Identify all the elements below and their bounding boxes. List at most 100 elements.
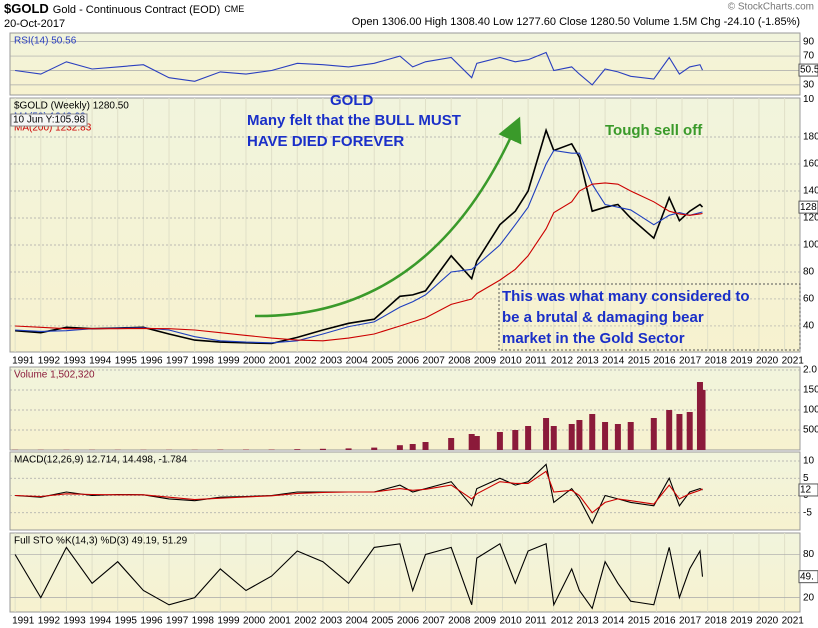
x-tick-label: 2001 — [269, 616, 292, 627]
x-tick-label: 2009 — [474, 356, 497, 367]
copyright: © StockCharts.com — [728, 2, 814, 13]
x-tick-label: 2021 — [782, 356, 805, 367]
x-tick-label: 1993 — [63, 356, 86, 367]
x-tick-label: 2005 — [371, 616, 394, 627]
panel — [9, 451, 801, 531]
x-tick-label: 1995 — [115, 616, 138, 627]
y-tick-label: 500 — [803, 425, 818, 436]
y-tick-label: 180 — [803, 132, 818, 143]
x-tick-label: 1999 — [217, 616, 240, 627]
x-tick-label: 2016 — [653, 356, 676, 367]
y-tick-label: 10 — [803, 456, 815, 467]
legend-entry: MA(200) 1232.83 — [14, 123, 92, 134]
series-line — [15, 182, 703, 342]
x-tick-label: 2013 — [576, 616, 599, 627]
current-value-label: 12 — [800, 485, 812, 496]
volume-bar — [473, 436, 480, 450]
x-tick-label: 1993 — [63, 616, 86, 627]
volume-bar — [589, 414, 596, 450]
x-tick-label: 2020 — [756, 616, 779, 627]
x-tick-label: 1998 — [192, 616, 215, 627]
volume-bar — [345, 448, 352, 450]
x-tick-label: 2014 — [602, 356, 625, 367]
x-tick-label: 2011 — [525, 356, 547, 367]
x-tick-label: 2017 — [679, 356, 702, 367]
x-tick-label: 2021 — [782, 616, 805, 627]
current-value-box — [798, 570, 818, 584]
volume-bar — [422, 442, 429, 450]
x-tick-label: 1992 — [38, 356, 61, 367]
y-tick-label: 140 — [803, 186, 818, 197]
x-tick-label: 1995 — [115, 356, 138, 367]
x-tick-label: 2001 — [269, 356, 292, 367]
y-tick-label: 2.0 — [803, 365, 817, 376]
y-tick-label: 40 — [803, 321, 815, 332]
volume-bar — [666, 410, 673, 450]
series-line — [14, 542, 704, 610]
current-value-label: 49. — [800, 571, 814, 582]
x-tick-label: 1996 — [140, 616, 163, 627]
x-tick-label: 2000 — [243, 616, 266, 627]
panel — [9, 32, 801, 96]
volume-bar — [568, 424, 575, 450]
legend-entry: RSI(14) 50.56 — [14, 36, 77, 47]
volume-bar — [627, 422, 634, 450]
legend-entry: Volume 1,502,320 — [14, 370, 95, 381]
x-tick-label: 2018 — [705, 356, 728, 367]
x-tick-label: 2004 — [346, 616, 369, 627]
volume-bar — [699, 389, 706, 450]
y-tick-label: 10 — [803, 94, 815, 105]
y-tick-label: 90 — [803, 36, 815, 47]
x-tick-label: 2004 — [346, 356, 369, 367]
y-tick-label: 160 — [803, 159, 818, 170]
volume-bar — [602, 422, 609, 450]
crosshair-box — [10, 113, 88, 127]
x-tick-label: 2013 — [576, 356, 599, 367]
quote: Open 1306.00 High 1308.40 Low 1277.60 Cl… — [352, 16, 800, 28]
volume-bar — [525, 426, 532, 450]
x-tick-label: 2000 — [243, 356, 266, 367]
y-tick-label: 100 — [803, 240, 818, 251]
current-value-box — [798, 483, 818, 497]
legend-entry: $GOLD (Weekly) 1280.50 — [14, 101, 129, 112]
volume-bar — [512, 430, 519, 450]
y-tick-label: 5 — [803, 473, 809, 484]
x-tick-label: 2011 — [525, 616, 547, 627]
current-value-label: 128 — [800, 202, 817, 213]
annotation: This was what many considered to — [502, 288, 750, 305]
y-tick-label: 70 — [803, 51, 815, 62]
x-tick-label: 1991 — [12, 616, 35, 627]
x-tick-label: 2008 — [448, 356, 471, 367]
y-tick-label: 120 — [803, 213, 818, 224]
volume-bar — [650, 418, 657, 450]
x-tick-label: 2002 — [294, 616, 317, 627]
x-tick-label: 2015 — [628, 616, 651, 627]
annotation: Tough sell off — [605, 122, 703, 139]
series-line — [15, 463, 703, 525]
x-tick-label: 2017 — [679, 616, 702, 627]
x-tick-label: 2010 — [499, 616, 522, 627]
x-tick-label: 1994 — [89, 356, 112, 367]
x-tick-label: 2002 — [294, 356, 317, 367]
arrow — [254, 116, 522, 318]
x-tick-label: 1997 — [166, 356, 189, 367]
volume-bar — [468, 434, 475, 450]
y-tick-label: 100 — [803, 405, 818, 416]
volume-bar — [686, 412, 693, 450]
x-tick-label: 2015 — [628, 356, 651, 367]
x-tick-label: 2005 — [371, 356, 394, 367]
annotation-box — [498, 283, 801, 351]
y-tick-label: 30 — [803, 80, 815, 91]
volume-bar — [319, 448, 326, 450]
series-line — [15, 149, 703, 344]
current-value-box — [798, 200, 818, 214]
symbol: $GOLD — [4, 1, 49, 16]
panel-label: Full STO %K(14,3) %D(3) 49.19, 51.29 — [14, 536, 188, 547]
x-tick-label: 2009 — [474, 616, 497, 627]
x-tick-label: 1997 — [166, 616, 189, 627]
annotation: GOLD — [330, 92, 373, 109]
annotation: market in the Gold Sector — [502, 330, 685, 347]
volume-bar — [396, 445, 403, 450]
panel-label: MACD(12,26,9) 12.714, 14.498, -1.784 — [14, 455, 187, 466]
annotation: be a brutal & damaging bear — [502, 309, 704, 326]
